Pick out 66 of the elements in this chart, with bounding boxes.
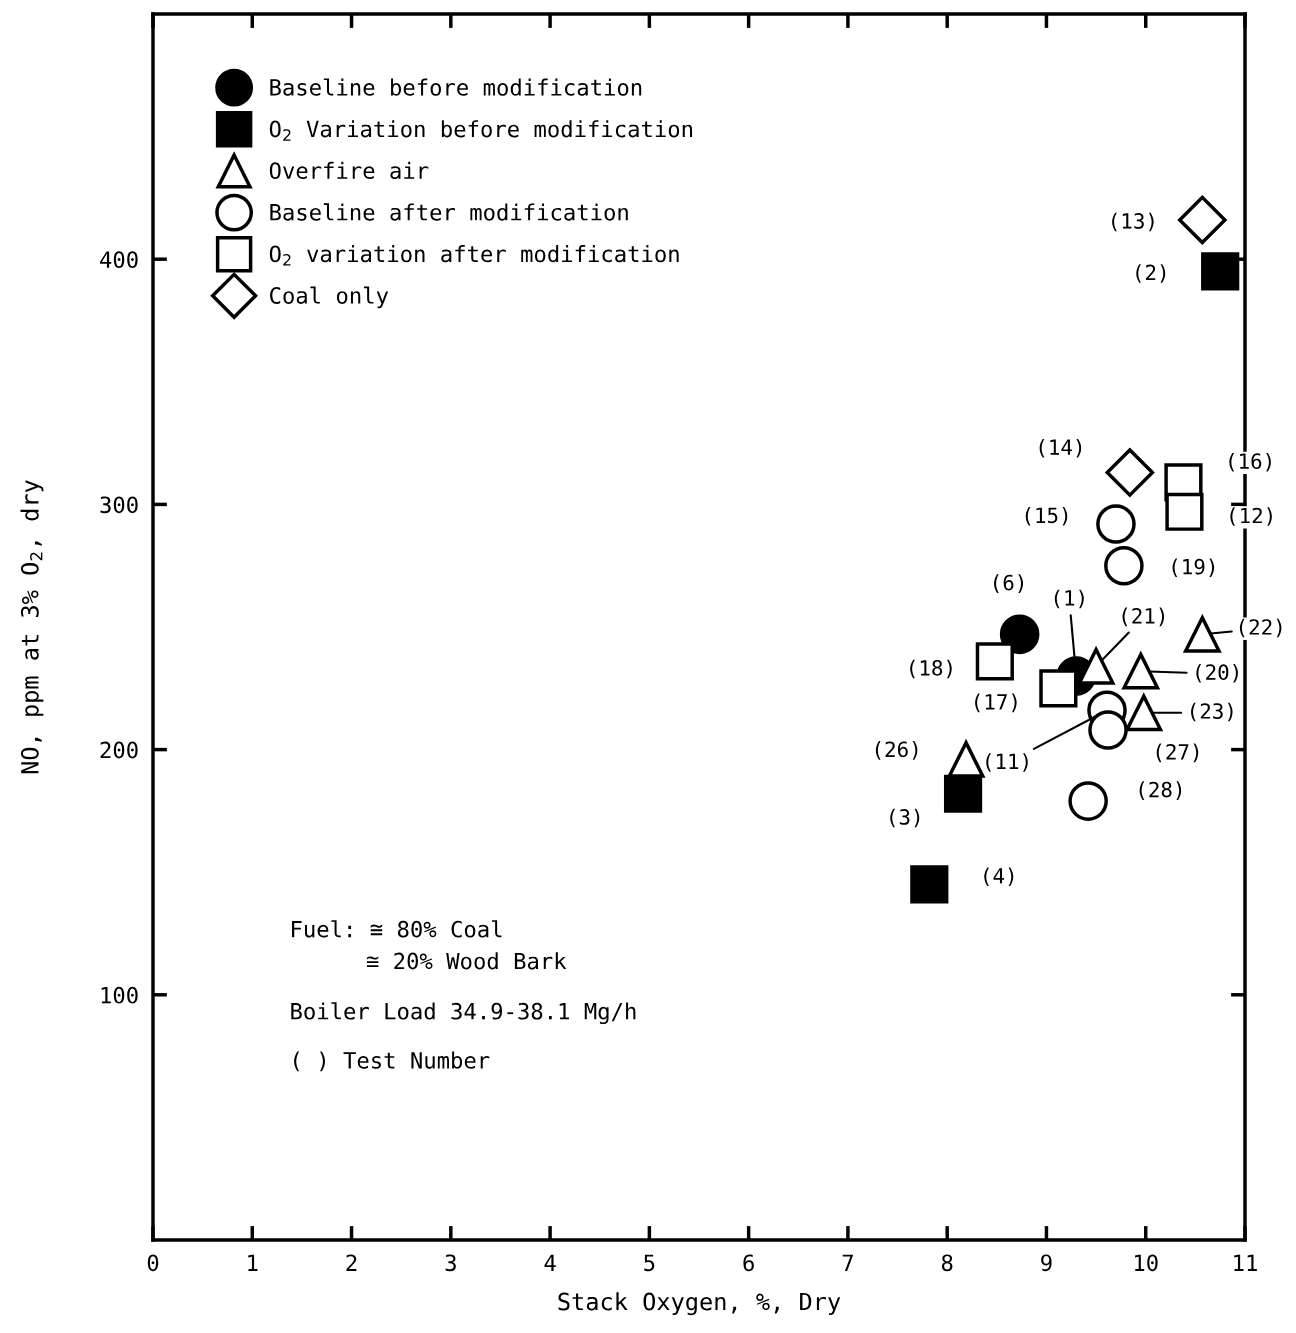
annotation: (2) bbox=[1136, 264, 1166, 283]
point bbox=[1125, 694, 1163, 732]
y-tick-label: 300 bbox=[100, 496, 138, 514]
point bbox=[1105, 448, 1155, 497]
point bbox=[975, 642, 1014, 681]
annotation: (19) bbox=[1172, 558, 1215, 578]
x-tick-label: 0 bbox=[147, 1254, 159, 1272]
point bbox=[1088, 710, 1128, 750]
point bbox=[1121, 650, 1161, 690]
y-tick-label: 100 bbox=[101, 986, 138, 1004]
x-tick-label: 5 bbox=[644, 1254, 655, 1272]
annotation: Boiler Load 34.9-38.1 Mg/h bbox=[291, 1002, 636, 1025]
annotation: (6) bbox=[994, 574, 1024, 593]
x-tick-label: 7 bbox=[842, 1254, 853, 1271]
annotation: (15) bbox=[1025, 507, 1068, 526]
point bbox=[1104, 545, 1144, 586]
annotation: (27) bbox=[1156, 743, 1199, 763]
x-tick-label: 10 bbox=[1135, 1254, 1158, 1272]
x-tick-label: 8 bbox=[941, 1254, 953, 1272]
annotation: (12) bbox=[1230, 507, 1272, 526]
annotation: (21) bbox=[1122, 607, 1165, 627]
annotation: (4) bbox=[984, 867, 1014, 887]
legend-label: Coal only bbox=[270, 286, 389, 309]
annotation: Fuel: ≅ 80% Coal bbox=[292, 920, 502, 938]
annotation: (13) bbox=[1112, 212, 1154, 232]
point bbox=[1165, 492, 1204, 531]
annotation: (18) bbox=[910, 659, 952, 679]
legend-label: Baseline after modification bbox=[270, 203, 628, 221]
annotation: (3) bbox=[890, 808, 920, 828]
y-tick-label: 200 bbox=[100, 741, 138, 759]
point bbox=[1201, 252, 1240, 291]
point bbox=[1096, 504, 1136, 544]
annotation: ≅ 20% Wood Bark bbox=[366, 952, 567, 970]
point bbox=[947, 741, 985, 778]
annotation: (20) bbox=[1196, 663, 1238, 683]
annotation: (17) bbox=[975, 693, 1017, 713]
x-tick-label: 3 bbox=[445, 1254, 456, 1272]
x-tick-label: 2 bbox=[346, 1254, 357, 1271]
x-tick-label: 11 bbox=[1234, 1254, 1257, 1271]
x-axis-title: Stack Oxygen, %, Dry bbox=[558, 1292, 841, 1316]
point bbox=[1039, 669, 1078, 708]
annotation: (28) bbox=[1139, 781, 1182, 800]
point bbox=[943, 774, 983, 813]
y-axis-title: NO, ppm at 3% O$_{2}$, dry bbox=[20, 480, 44, 774]
annotation: (14) bbox=[1039, 438, 1082, 458]
annotation: (16) bbox=[1229, 452, 1271, 472]
annotation: (23) bbox=[1191, 702, 1233, 722]
point bbox=[910, 865, 949, 904]
legend-label: Overfire air bbox=[269, 161, 429, 180]
point bbox=[1068, 781, 1108, 821]
x-tick-label: 4 bbox=[544, 1254, 556, 1271]
legend-label: Baseline before modification bbox=[270, 78, 642, 96]
annotation: (26) bbox=[875, 741, 918, 760]
x-tick-label: 1 bbox=[248, 1254, 258, 1271]
point bbox=[999, 614, 1040, 655]
annotation: (22) bbox=[1239, 618, 1282, 638]
legend-label: O$_{2}$ Variation before modification bbox=[269, 120, 693, 141]
annotation: (1) bbox=[1054, 589, 1084, 609]
annotation: (11) bbox=[986, 753, 1028, 772]
x-tick-label: 6 bbox=[743, 1254, 754, 1272]
point bbox=[1183, 615, 1221, 653]
y-tick-label: 400 bbox=[100, 251, 138, 269]
point bbox=[1177, 195, 1227, 245]
legend-label: O$_{2}$ variation after modification bbox=[269, 245, 679, 266]
x-tick-label: 9 bbox=[1041, 1254, 1052, 1272]
annotation: ( ) Test Number bbox=[294, 1051, 490, 1072]
